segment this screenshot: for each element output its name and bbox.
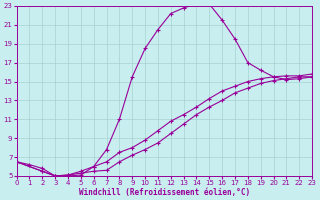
X-axis label: Windchill (Refroidissement éolien,°C): Windchill (Refroidissement éolien,°C) — [79, 188, 250, 197]
